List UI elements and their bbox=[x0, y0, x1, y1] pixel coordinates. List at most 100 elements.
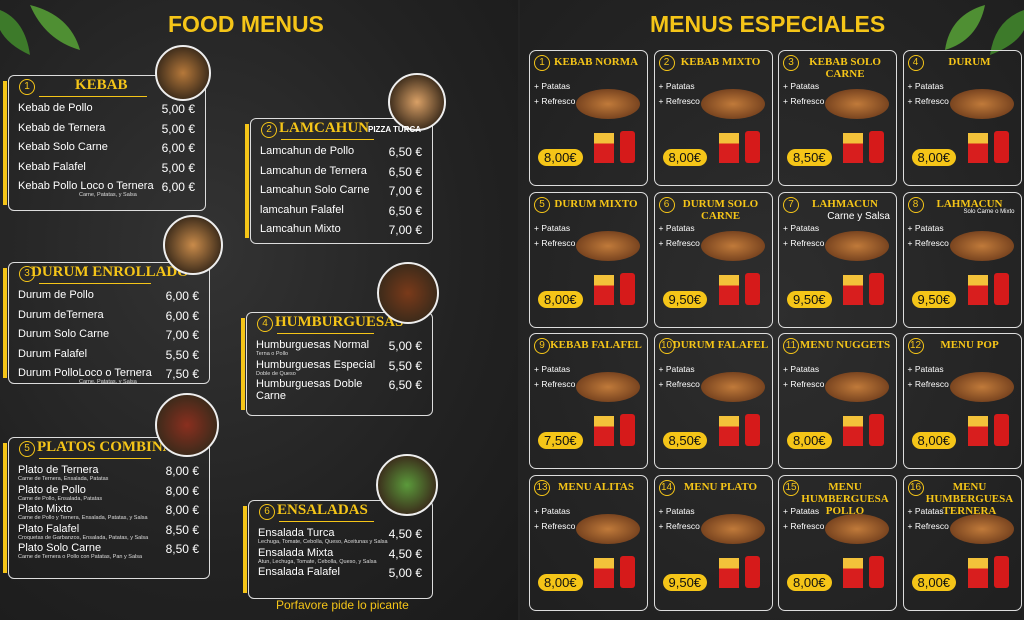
section-number: 2 bbox=[261, 122, 277, 138]
menu-extra: + Patatas bbox=[907, 364, 944, 374]
item-price: 6,00 € bbox=[161, 180, 195, 194]
soda-can bbox=[869, 131, 884, 163]
item-name: Plato de Pollo bbox=[18, 483, 86, 496]
menu-number: 7 bbox=[783, 196, 799, 213]
item-note: Carne de Ternera o Pollo con Patatas, Pa… bbox=[18, 554, 143, 560]
item-note: Croquetas de Garbanzos, Ensalada, Patata… bbox=[18, 534, 149, 541]
menu-card: 5 DURUM MIXTO + Patatas + Refresco 8,00€ bbox=[529, 191, 648, 328]
food-image bbox=[576, 89, 640, 119]
section-title: KEBAB bbox=[75, 77, 128, 93]
item-name: Plato Falafel bbox=[18, 522, 80, 535]
menu-extra: + Patatas bbox=[907, 505, 944, 516]
item-note: Carne de Pollo, Ensalada, Patatas bbox=[18, 495, 103, 502]
soda-can bbox=[744, 131, 760, 163]
section-number: 3 bbox=[19, 266, 35, 282]
leaves bbox=[0, 5, 80, 55]
soda-can bbox=[993, 131, 1009, 163]
item-price: 6,00 € bbox=[165, 289, 199, 303]
item-name: lamcahun Falafel bbox=[260, 203, 344, 216]
fries bbox=[718, 416, 739, 446]
item-price: 6,50 € bbox=[388, 145, 422, 159]
menu-extra: + Refresco bbox=[534, 96, 576, 106]
menu-number: 1 bbox=[534, 55, 550, 71]
menu-title: MENU ALITAS bbox=[558, 480, 634, 493]
item-note: Carne, Patatas, y Salsa bbox=[79, 379, 137, 385]
menu-number: 6 bbox=[658, 196, 675, 213]
menu-extra: + Refresco bbox=[783, 379, 825, 389]
food-photo bbox=[163, 215, 223, 275]
menu-extra: + Patatas bbox=[783, 81, 820, 91]
item-name: Lamcahun de Ternera bbox=[260, 164, 367, 177]
menu-price: 8,00€ bbox=[911, 573, 957, 591]
item-name: Lamcahun Solo Carne bbox=[260, 184, 370, 196]
menu-price: 8,00€ bbox=[787, 432, 832, 449]
menu-title: MENU PLATO bbox=[683, 480, 758, 493]
section-box: 4 HUMBURGUESAS Humburguesas Normal 5,00 € Te… bbox=[246, 312, 433, 416]
section-number: 4 bbox=[257, 316, 273, 332]
food-image bbox=[825, 513, 889, 544]
menu-number: 15 bbox=[783, 479, 799, 496]
title-underline bbox=[39, 96, 147, 97]
menu-card: 2 KEBAB MIXTO + Patatas + Refresco 8,00€ bbox=[653, 50, 773, 186]
menu-number: 2 bbox=[658, 55, 675, 71]
accent-bar bbox=[245, 124, 249, 238]
menu-price: 9,50€ bbox=[662, 290, 708, 308]
fries bbox=[967, 274, 988, 305]
menu-number: 4 bbox=[907, 55, 924, 71]
item-name: Kebab Falafel bbox=[18, 160, 86, 173]
menu-card: 11 MENU NUGGETS + Patatas + Refresco 8,00€ bbox=[778, 333, 897, 469]
item-price: 5,00 € bbox=[161, 160, 195, 175]
title-underline bbox=[277, 333, 374, 334]
item-name: Kebab Pollo Loco o Ternera bbox=[18, 180, 154, 192]
menu-extra: + Refresco bbox=[907, 96, 949, 106]
fries bbox=[967, 133, 988, 163]
right-title: MENUS ESPECIALES bbox=[650, 11, 886, 37]
item-name: Durum Falafel bbox=[18, 347, 88, 360]
menu-extra: + Refresco bbox=[658, 237, 700, 248]
food-image bbox=[825, 230, 889, 261]
menu-title: DURUM bbox=[948, 56, 991, 68]
item-name: Ensalada Mixta bbox=[258, 546, 334, 559]
section-title: DURUM ENROLLADO bbox=[31, 264, 189, 280]
food-image bbox=[949, 513, 1014, 544]
item-name: Ensalada Falafel bbox=[258, 566, 340, 578]
menu-extra: + Patatas bbox=[658, 81, 695, 91]
menu-subtitle: Solo Carne o Mixto bbox=[963, 208, 1015, 215]
fries bbox=[718, 274, 739, 305]
menu-number: 5 bbox=[534, 196, 550, 213]
item-price: 8,00 € bbox=[165, 483, 199, 498]
menu-extra: + Patatas bbox=[534, 81, 571, 91]
menu-number: 3 bbox=[783, 55, 799, 71]
section-tag: PIZZA TURCA bbox=[368, 125, 422, 134]
menu-extra: + Refresco bbox=[783, 520, 825, 531]
section-box: 3 DURUM ENROLLADO Durum de Pollo 6,00 € Duru… bbox=[8, 262, 210, 385]
title-underline bbox=[39, 283, 151, 284]
menu-number: 12 bbox=[907, 338, 924, 354]
menu-extra: + Patatas bbox=[658, 364, 695, 374]
item-price: 7,00 € bbox=[165, 328, 199, 342]
menu-extra: + Refresco bbox=[534, 379, 576, 389]
menu-extra: + Refresco bbox=[907, 520, 949, 531]
item-price: 7,00 € bbox=[388, 184, 422, 198]
item-name: Plato Solo Carne bbox=[18, 542, 102, 554]
menu-extra: + Refresco bbox=[534, 237, 576, 248]
accent-bar bbox=[3, 81, 7, 205]
item-price: 6,50 € bbox=[388, 203, 422, 218]
soda-can bbox=[620, 414, 635, 446]
menu-card: 9 KEBAB FALAFEL + Patatas + Refresco 7,50€ bbox=[529, 333, 648, 469]
soda-can bbox=[744, 414, 760, 446]
menu-extra: + Patatas bbox=[783, 222, 820, 233]
menu-extra: + Refresco bbox=[534, 520, 576, 531]
menu-title: LAHMACUN bbox=[812, 197, 878, 210]
menu-extra: + Patatas bbox=[658, 505, 695, 516]
food-photo bbox=[388, 73, 446, 131]
section-box: 1 KEBAB Kebab de Pollo 5,00 € Kebab de Terne… bbox=[8, 75, 206, 211]
item-name: Humburguesas Normal bbox=[256, 339, 370, 351]
menu-number: 11 bbox=[783, 338, 799, 354]
item-name: Lamcahun de Pollo bbox=[260, 145, 355, 157]
soda-can bbox=[620, 272, 635, 305]
item-price: 7,50 € bbox=[165, 367, 199, 381]
menu-title: MENU HUMBERGUESA TERNERA bbox=[925, 480, 1014, 517]
food-photo bbox=[377, 262, 439, 324]
